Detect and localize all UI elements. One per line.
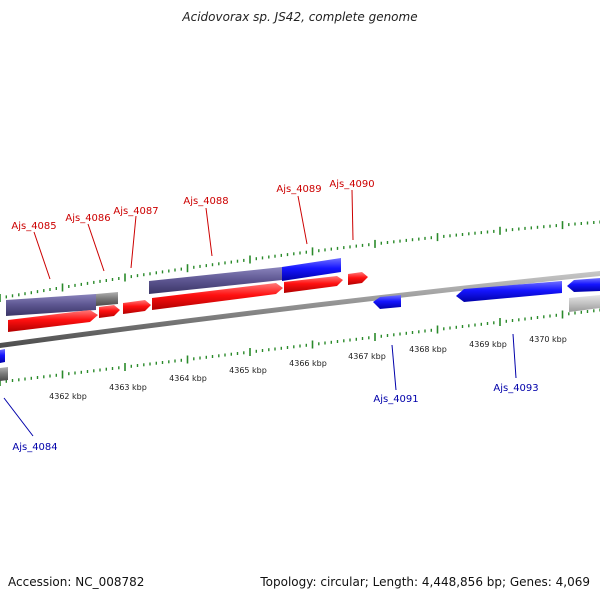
gene-label-ajs-4093[interactable]: Ajs_4093 bbox=[493, 383, 538, 394]
scale-label-4367: 4367 kbp bbox=[348, 352, 386, 361]
genome-title: Acidovorax sp. JS42, complete genome bbox=[182, 10, 418, 24]
bottom-scale-ticks bbox=[0, 308, 600, 386]
label-line-ajs-4091 bbox=[391, 344, 397, 391]
gene-label-ajs-4091[interactable]: Ajs_4091 bbox=[373, 394, 418, 405]
gene-label-ajs-4090[interactable]: Ajs_4090 bbox=[329, 179, 374, 190]
gene-label-ajs-4088[interactable]: Ajs_4088 bbox=[183, 196, 228, 207]
genome-backbone bbox=[0, 271, 600, 348]
gene-label-ajs-4087[interactable]: Ajs_4087 bbox=[113, 206, 158, 217]
gene-ajs-4087-arrow[interactable] bbox=[123, 300, 151, 314]
gene-ajs-4091-arrow[interactable] bbox=[373, 295, 401, 309]
gene-ajs-4094-arrow[interactable] bbox=[567, 278, 600, 292]
gene-label-ajs-4086[interactable]: Ajs_4086 bbox=[65, 213, 110, 224]
label-line-ajs-4088 bbox=[205, 207, 213, 257]
accession-text: Accession: NC_008782 bbox=[8, 575, 145, 589]
scale-label-4370: 4370 kbp bbox=[529, 335, 567, 344]
gene-ajs-4093-arrow[interactable] bbox=[456, 281, 562, 302]
label-line-ajs-4087 bbox=[130, 215, 137, 269]
pseudo-bar-ajs-4086[interactable] bbox=[96, 292, 118, 306]
top-scale-ticks bbox=[0, 220, 600, 302]
product-bar-ajs-4089[interactable] bbox=[282, 258, 341, 281]
product-bar-ajs-4088[interactable] bbox=[149, 267, 282, 294]
gene-ajs-4084-bar[interactable] bbox=[0, 367, 8, 381]
product-bar-ajs-4085[interactable] bbox=[6, 294, 96, 316]
label-line-ajs-4093 bbox=[512, 333, 517, 379]
gene-ajs-4088-arrow[interactable] bbox=[152, 283, 283, 310]
scale-label-4364: 4364 kbp bbox=[169, 374, 207, 383]
gene-label-ajs-4084[interactable]: Ajs_4084 bbox=[12, 442, 57, 453]
label-line-ajs-4089 bbox=[297, 195, 308, 245]
scale-label-4366: 4366 kbp bbox=[289, 359, 327, 368]
gene-light-bar[interactable] bbox=[569, 295, 600, 312]
label-line-ajs-4085 bbox=[33, 231, 51, 280]
label-line-ajs-4090 bbox=[351, 189, 354, 241]
scale-label-4362: 4362 kbp bbox=[49, 392, 87, 401]
gene-ajs-4089-arrow[interactable] bbox=[284, 276, 343, 293]
gene-ajs-4085-arrow[interactable] bbox=[8, 310, 98, 332]
gene-ajs-4084-arrow[interactable] bbox=[0, 349, 5, 363]
label-line-ajs-4086 bbox=[87, 223, 105, 272]
gene-label-ajs-4089[interactable]: Ajs_4089 bbox=[276, 184, 321, 195]
scale-label-4365: 4365 kbp bbox=[229, 366, 267, 375]
scale-label-4369: 4369 kbp bbox=[469, 340, 507, 349]
label-line-ajs-4084 bbox=[3, 397, 34, 437]
gene-ajs-4090-arrow[interactable] bbox=[348, 272, 368, 285]
gene-label-ajs-4085[interactable]: Ajs_4085 bbox=[11, 221, 56, 232]
scale-label-4363: 4363 kbp bbox=[109, 383, 147, 392]
genome-summary-text: Topology: circular; Length: 4,448,856 bp… bbox=[260, 575, 590, 589]
gene-ajs-4086-arrow[interactable] bbox=[99, 305, 120, 318]
scale-label-4368: 4368 kbp bbox=[409, 345, 447, 354]
